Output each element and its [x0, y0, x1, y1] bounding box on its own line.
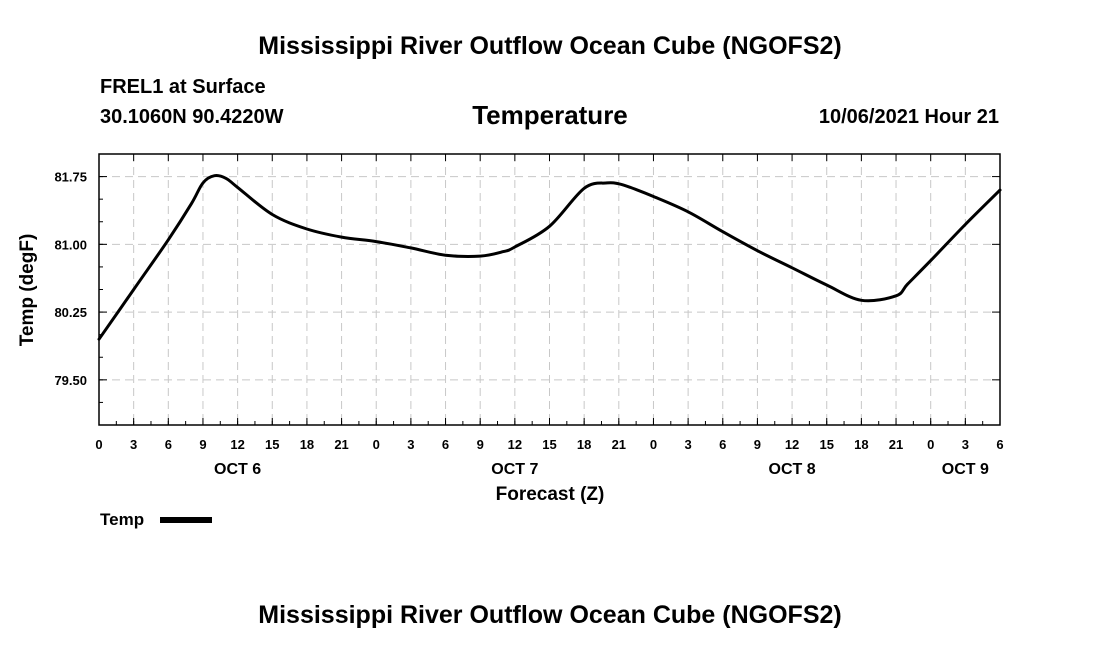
station-label: FREL1 at Surface — [100, 76, 266, 98]
x-tick-label: 6 — [442, 437, 449, 452]
x-tick-label: 21 — [612, 437, 626, 452]
x-tick-label: 9 — [477, 437, 484, 452]
tick-layer — [98, 153, 1001, 426]
x-day-label: OCT 7 — [491, 461, 538, 478]
x-tick-label: 6 — [719, 437, 726, 452]
chart-title-top: Mississippi River Outflow Ocean Cube (NG… — [258, 32, 842, 60]
x-tick-label: 21 — [334, 437, 348, 452]
x-tick-label: 0 — [95, 437, 102, 452]
y-tick-label: 81.00 — [54, 237, 87, 252]
x-tick-label: 0 — [650, 437, 657, 452]
forecast-datetime: 10/06/2021 Hour 21 — [818, 106, 999, 128]
x-day-label: OCT 6 — [214, 461, 261, 478]
x-axis-title: Forecast (Z) — [496, 484, 605, 505]
variable-title: Temperature — [472, 100, 628, 130]
x-tick-label: 12 — [230, 437, 244, 452]
x-tick-label: 12 — [508, 437, 522, 452]
x-tick-label: 9 — [199, 437, 206, 452]
x-day-label: OCT 8 — [769, 461, 816, 478]
x-tick-label: 18 — [577, 437, 591, 452]
temp-series-line — [97, 174, 1002, 341]
y-tick-label: 81.75 — [54, 170, 87, 185]
x-tick-label: 6 — [165, 437, 172, 452]
x-day-label: OCT 9 — [942, 461, 989, 478]
label-layer: 0 3 6 9 12 15 18 21 0 3 6 9 12 15 18 21 0 3 6 9 12 15 18 21 0 3 6 7… — [54, 170, 1003, 478]
legend-swatch — [160, 517, 212, 523]
x-tick-label: 15 — [265, 437, 279, 452]
y-axis-title: Temp (degF) — [17, 234, 38, 347]
x-tick-label: 3 — [407, 437, 414, 452]
x-tick-label: 0 — [373, 437, 380, 452]
station-coords: 30.1060N 90.4220W — [100, 106, 284, 128]
y-tick-label: 80.25 — [54, 305, 87, 320]
x-tick-label: 18 — [854, 437, 868, 452]
legend-label: Temp — [100, 510, 144, 529]
x-tick-label: 3 — [130, 437, 137, 452]
x-tick-label: 18 — [300, 437, 314, 452]
x-tick-label: 15 — [819, 437, 833, 452]
x-tick-label: 15 — [542, 437, 556, 452]
x-tick-label: 12 — [785, 437, 799, 452]
grid-layer — [99, 154, 1000, 425]
x-tick-label: 9 — [754, 437, 761, 452]
chart-title-bottom: Mississippi River Outflow Ocean Cube (NG… — [258, 601, 842, 629]
y-tick-label: 79.50 — [54, 373, 87, 388]
x-tick-label: 0 — [927, 437, 934, 452]
x-tick-label: 6 — [996, 437, 1003, 452]
x-tick-label: 21 — [889, 437, 903, 452]
x-tick-label: 3 — [684, 437, 691, 452]
x-tick-label: 3 — [962, 437, 969, 452]
